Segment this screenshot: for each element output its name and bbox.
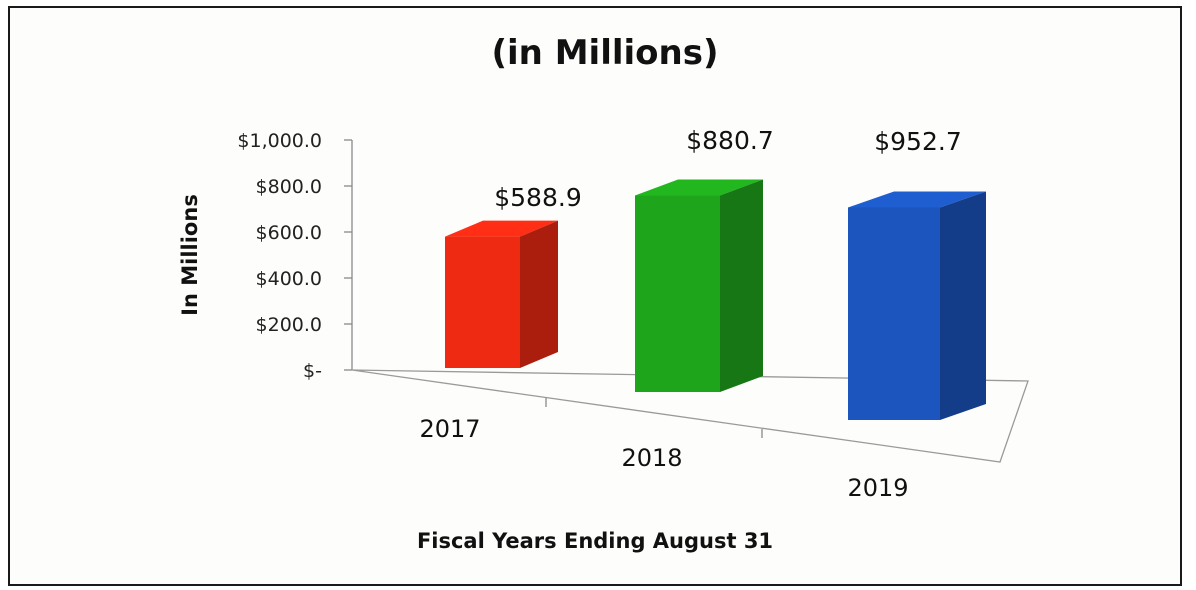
y-tick-label: $1,000.0 [237, 130, 322, 152]
x-tick-label: 2018 [621, 444, 682, 472]
y-tick-label: $200.0 [256, 314, 322, 336]
y-tick-label: $600.0 [256, 222, 322, 244]
bar-side-face [940, 191, 986, 420]
bar-side-face [720, 179, 763, 392]
data-label: $880.7 [686, 126, 773, 155]
y-tick-label: $400.0 [256, 268, 322, 290]
bar-2017 [445, 220, 558, 368]
bars [445, 179, 986, 420]
bar-front-face [445, 236, 520, 368]
bar-front-face [848, 207, 940, 420]
bar-2019 [848, 191, 986, 420]
data-label: $952.7 [874, 127, 961, 156]
x-axis-label: Fiscal Years Ending August 31 [417, 529, 773, 553]
y-axis-ticks: $- $200.0 $400.0 $600.0 $800.0 $1,000.0 [237, 130, 352, 382]
x-tick-label: 2019 [847, 474, 908, 502]
x-axis-ticks: 2017 2018 2019 [419, 398, 909, 502]
data-labels: $588.9 $880.7 $952.7 [494, 126, 961, 212]
bar-2018 [635, 179, 763, 392]
chart-title: (in Millions) [491, 33, 718, 73]
bar-front-face [635, 195, 720, 392]
y-axis-label: In Millions [178, 194, 202, 316]
data-label: $588.9 [494, 183, 581, 212]
bar-top-face [635, 179, 763, 196]
chart-frame [8, 6, 1182, 586]
x-tick-label: 2017 [419, 415, 480, 443]
y-tick-label: $- [303, 360, 322, 382]
y-tick-label: $800.0 [256, 176, 322, 198]
bar-side-face [520, 220, 558, 368]
bar-top-face [445, 220, 558, 237]
